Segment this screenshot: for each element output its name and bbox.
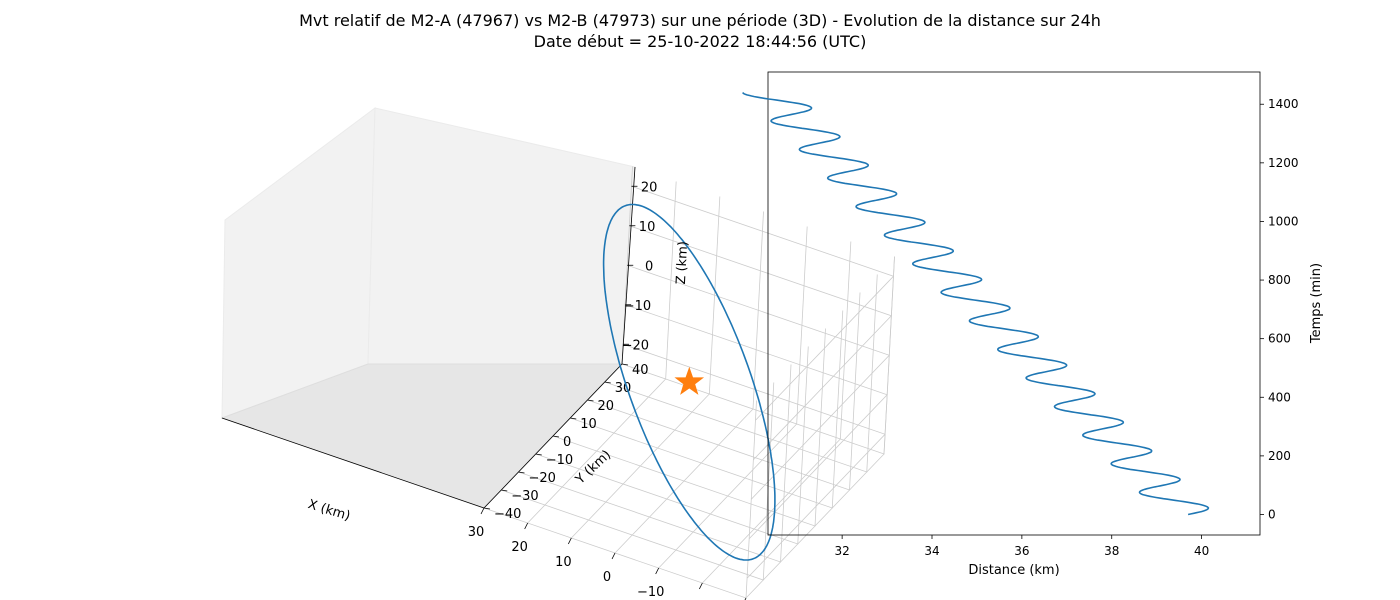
y-tick-label-2d: 400 (1268, 390, 1291, 404)
y-tick-label: 20 (598, 399, 615, 414)
y-tick (570, 417, 577, 420)
z-tick-label: 10 (639, 220, 656, 235)
y-tick-label-2d: 200 (1268, 449, 1291, 463)
y-tick (501, 489, 508, 492)
grid-line (552, 328, 826, 527)
grid-line (621, 256, 895, 455)
title-line-2: Date début = 25-10-2022 18:44:56 (UTC) (533, 32, 867, 51)
x-tick-label: 10 (555, 555, 572, 570)
y-tick-label-2d: 0 (1268, 507, 1276, 521)
grid-line (622, 343, 886, 579)
y-tick (535, 453, 542, 456)
y-tick-label-2d: 1400 (1268, 97, 1299, 111)
x-tick-label-2d: 36 (1014, 544, 1029, 558)
y-tick-label-2d: 800 (1268, 273, 1291, 287)
grid-line (535, 346, 809, 545)
x-axis-label: X (km) (306, 497, 352, 524)
z-tick-label: −20 (622, 338, 649, 353)
y-tick (621, 363, 629, 366)
y-tick (604, 381, 611, 384)
y-tick-label: 30 (615, 381, 632, 396)
grid-line (587, 292, 861, 491)
x-tick (524, 522, 529, 530)
orbit-3d (602, 203, 776, 561)
title-line-1: Mvt relatif de M2-A (47967) vs M2-B (479… (299, 11, 1101, 30)
origin-star-marker (674, 366, 705, 395)
z-tick-label: −10 (624, 299, 651, 314)
grid-line (627, 264, 890, 500)
y-tick (483, 507, 491, 510)
y-tick-label: −30 (511, 489, 538, 504)
distance-series-line (742, 92, 1210, 516)
y-tick (552, 435, 560, 438)
pane-back-xz (367, 107, 636, 365)
y-tick (587, 399, 594, 402)
x-axis-label-2d: Distance (km) (968, 563, 1059, 578)
x-tick-label: −10 (637, 585, 664, 600)
x-tick-label: 0 (603, 570, 611, 585)
x-tick (698, 582, 703, 590)
y-tick-label: 0 (563, 435, 571, 450)
y-tick-label: −40 (494, 507, 521, 522)
grid-line (570, 310, 844, 509)
y-axis-label-2d: Temps (min) (1309, 263, 1324, 344)
z-tick-label: 20 (641, 180, 658, 195)
x-tick (744, 597, 747, 600)
y-tick-label: 10 (580, 417, 597, 432)
grid-line (629, 225, 893, 461)
x-tick-label-2d: 32 (834, 544, 849, 558)
y-tick (518, 471, 525, 474)
y-tick-label: −20 (529, 471, 556, 486)
z-axis-label: Z (km) (674, 241, 691, 285)
x-axis-line (221, 417, 485, 509)
grid-line (631, 185, 895, 421)
x-tick-label-2d: 34 (924, 544, 939, 558)
grid-line (625, 304, 888, 540)
x-tick-label-2d: 38 (1104, 544, 1119, 558)
x-tick (655, 567, 660, 575)
y-tick-label-2d: 600 (1268, 332, 1291, 346)
x-tick-label-2d: 40 (1194, 544, 1209, 558)
x-tick (567, 537, 572, 545)
grid-line (702, 241, 852, 584)
grid-line (518, 364, 792, 563)
y-axis-label: Y (km) (572, 447, 614, 488)
z-tick-label: 0 (645, 259, 653, 274)
y-tick-label-2d: 1000 (1268, 214, 1299, 228)
grid-line (604, 274, 878, 473)
y-tick-label-2d: 1200 (1268, 156, 1299, 170)
orbit-3d-axes: −30−20−100102030−40−30−20−10010203040−20… (220, 106, 895, 600)
x-tick (480, 507, 485, 515)
y-tick-label: −10 (546, 453, 573, 468)
ticks-3d: −30−20−100102030−40−30−20−10010203040−20… (468, 180, 747, 600)
figure-title: Mvt relatif de M2-A (47967) vs M2-B (479… (0, 10, 1400, 52)
x-tick-label: 20 (511, 540, 528, 555)
x-tick (611, 552, 616, 560)
orbit-line (602, 203, 776, 561)
x-tick-label: 30 (468, 525, 485, 540)
plot-frame (767, 71, 1261, 536)
y-tick-label: 40 (632, 363, 649, 378)
